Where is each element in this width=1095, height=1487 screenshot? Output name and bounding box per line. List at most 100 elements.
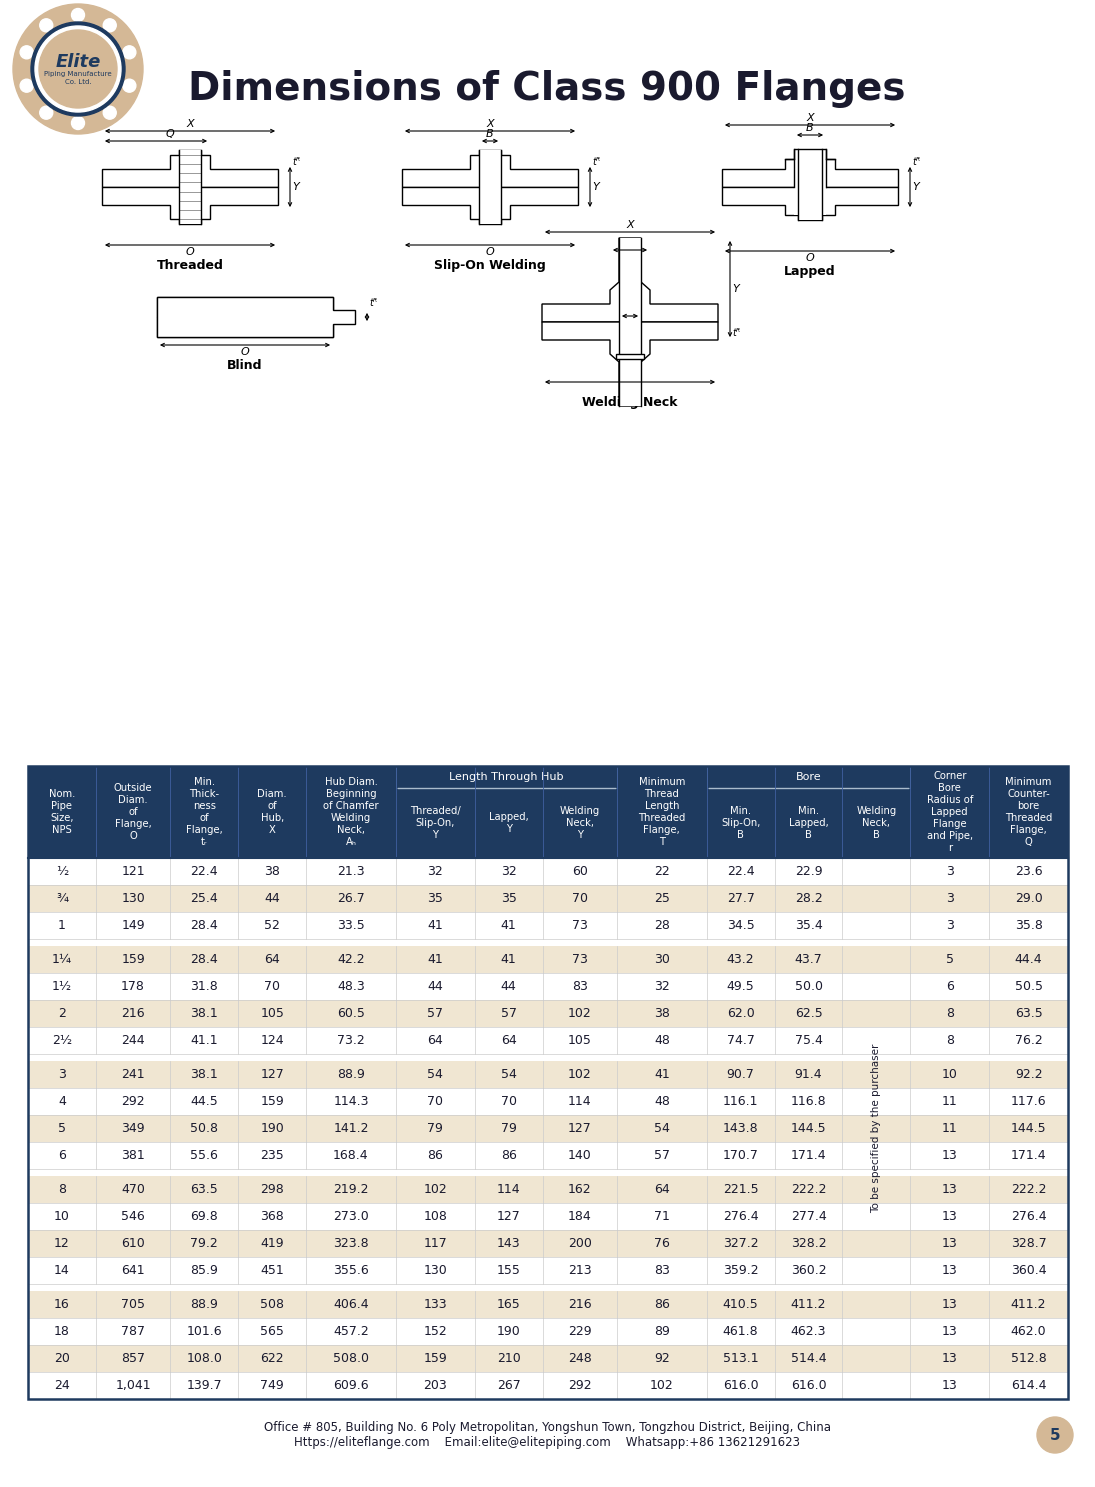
Text: B: B [486, 129, 494, 138]
Bar [619, 238, 641, 406]
Text: 71: 71 [654, 1210, 670, 1222]
Bar [28, 1176, 1068, 1203]
Text: 641: 641 [122, 1264, 145, 1277]
Text: 565: 565 [261, 1325, 284, 1338]
Bar [28, 1257, 1068, 1283]
Text: 1,041: 1,041 [115, 1378, 151, 1392]
Bar [28, 1028, 1068, 1054]
Text: 32: 32 [654, 980, 670, 993]
Text: Y: Y [592, 181, 599, 192]
Text: 28.4: 28.4 [191, 919, 218, 932]
Text: 114.3: 114.3 [333, 1094, 369, 1108]
Text: X: X [186, 119, 194, 129]
Text: 76.2: 76.2 [1015, 1033, 1042, 1047]
Text: 168.4: 168.4 [333, 1149, 369, 1161]
Text: Welding Neck: Welding Neck [583, 396, 678, 409]
Text: Co. Ltd.: Co. Ltd. [65, 79, 91, 85]
Text: 4: 4 [58, 1094, 66, 1108]
Text: Minimum
Counter-
bore
Threaded
Flange,
Q: Minimum Counter- bore Threaded Flange, Q [1005, 778, 1052, 848]
Bar [28, 1346, 1068, 1373]
Text: 63.5: 63.5 [1015, 1007, 1042, 1020]
Text: 41.1: 41.1 [191, 1033, 218, 1047]
Bar [28, 1169, 1068, 1176]
Bar [28, 946, 1068, 972]
Text: Threaded/
Slip-On,
Y: Threaded/ Slip-On, Y [410, 806, 461, 840]
Polygon shape [402, 150, 578, 187]
Text: O: O [485, 247, 494, 257]
Text: 513.1: 513.1 [723, 1352, 759, 1365]
Bar [28, 858, 1068, 885]
Text: 60.5: 60.5 [337, 1007, 365, 1020]
Text: 190: 190 [497, 1325, 520, 1338]
Text: 6: 6 [946, 980, 954, 993]
Text: 44: 44 [500, 980, 517, 993]
Text: 13: 13 [942, 1298, 958, 1312]
Text: 105: 105 [568, 1033, 591, 1047]
Text: 461.8: 461.8 [723, 1325, 759, 1338]
Text: 74.7: 74.7 [727, 1033, 754, 1047]
Bar [28, 766, 1068, 1399]
Text: O: O [625, 384, 634, 394]
Text: 406.4: 406.4 [333, 1298, 369, 1312]
Text: 368: 368 [261, 1210, 284, 1222]
Text: X: X [806, 113, 814, 123]
Text: 222.2: 222.2 [1011, 1184, 1047, 1196]
Text: 44.4: 44.4 [1015, 953, 1042, 967]
Text: 20: 20 [54, 1352, 70, 1365]
Text: 13: 13 [942, 1325, 958, 1338]
Text: 105: 105 [261, 1007, 284, 1020]
Text: 349: 349 [122, 1123, 145, 1135]
Text: 43.7: 43.7 [795, 953, 822, 967]
Text: 41: 41 [427, 953, 443, 967]
Text: 143.8: 143.8 [723, 1123, 759, 1135]
Circle shape [71, 9, 84, 21]
Text: 3: 3 [946, 919, 954, 932]
Text: tᴿ: tᴿ [369, 297, 377, 308]
Text: 705: 705 [122, 1298, 146, 1312]
Text: 144.5: 144.5 [791, 1123, 827, 1135]
Text: 54: 54 [654, 1123, 670, 1135]
Text: 216: 216 [122, 1007, 145, 1020]
Bar [28, 1291, 1068, 1317]
Text: r: r [826, 175, 831, 186]
Text: 360.4: 360.4 [1011, 1264, 1047, 1277]
Bar [28, 1115, 1068, 1142]
Text: Aₕ: Aₕ [624, 238, 636, 248]
Bar [479, 150, 502, 225]
Text: 13: 13 [942, 1149, 958, 1161]
Text: Slip-On Welding: Slip-On Welding [434, 259, 546, 272]
Text: 1¼: 1¼ [51, 953, 72, 967]
Text: 50.5: 50.5 [1015, 980, 1042, 993]
Circle shape [39, 106, 53, 119]
Polygon shape [402, 187, 578, 225]
Text: 38: 38 [264, 865, 280, 877]
Text: 2½: 2½ [51, 1033, 72, 1047]
Text: Q: Q [165, 129, 174, 138]
Text: 13: 13 [942, 1378, 958, 1392]
Text: 152: 152 [424, 1325, 447, 1338]
Text: 159: 159 [261, 1094, 284, 1108]
Circle shape [20, 46, 33, 59]
Text: 130: 130 [122, 892, 145, 906]
Text: 229: 229 [568, 1325, 591, 1338]
Text: 170.7: 170.7 [723, 1149, 759, 1161]
Polygon shape [722, 149, 898, 187]
Text: 8: 8 [58, 1184, 66, 1196]
Text: 73.2: 73.2 [337, 1033, 365, 1047]
Text: 64: 64 [654, 1184, 670, 1196]
Bar [798, 155, 822, 220]
Text: 33.5: 33.5 [337, 919, 365, 932]
Text: 1½: 1½ [51, 980, 72, 993]
Circle shape [13, 4, 143, 134]
Text: 143: 143 [497, 1237, 520, 1251]
Text: 190: 190 [261, 1123, 284, 1135]
Text: 102: 102 [650, 1378, 673, 1392]
Text: |: | [171, 183, 173, 192]
Text: 12: 12 [54, 1237, 70, 1251]
Text: 3: 3 [58, 1068, 66, 1081]
Polygon shape [102, 150, 278, 187]
Text: 546: 546 [122, 1210, 145, 1222]
Text: 292: 292 [122, 1094, 145, 1108]
Text: 89: 89 [654, 1325, 670, 1338]
Text: 616.0: 616.0 [723, 1378, 759, 1392]
